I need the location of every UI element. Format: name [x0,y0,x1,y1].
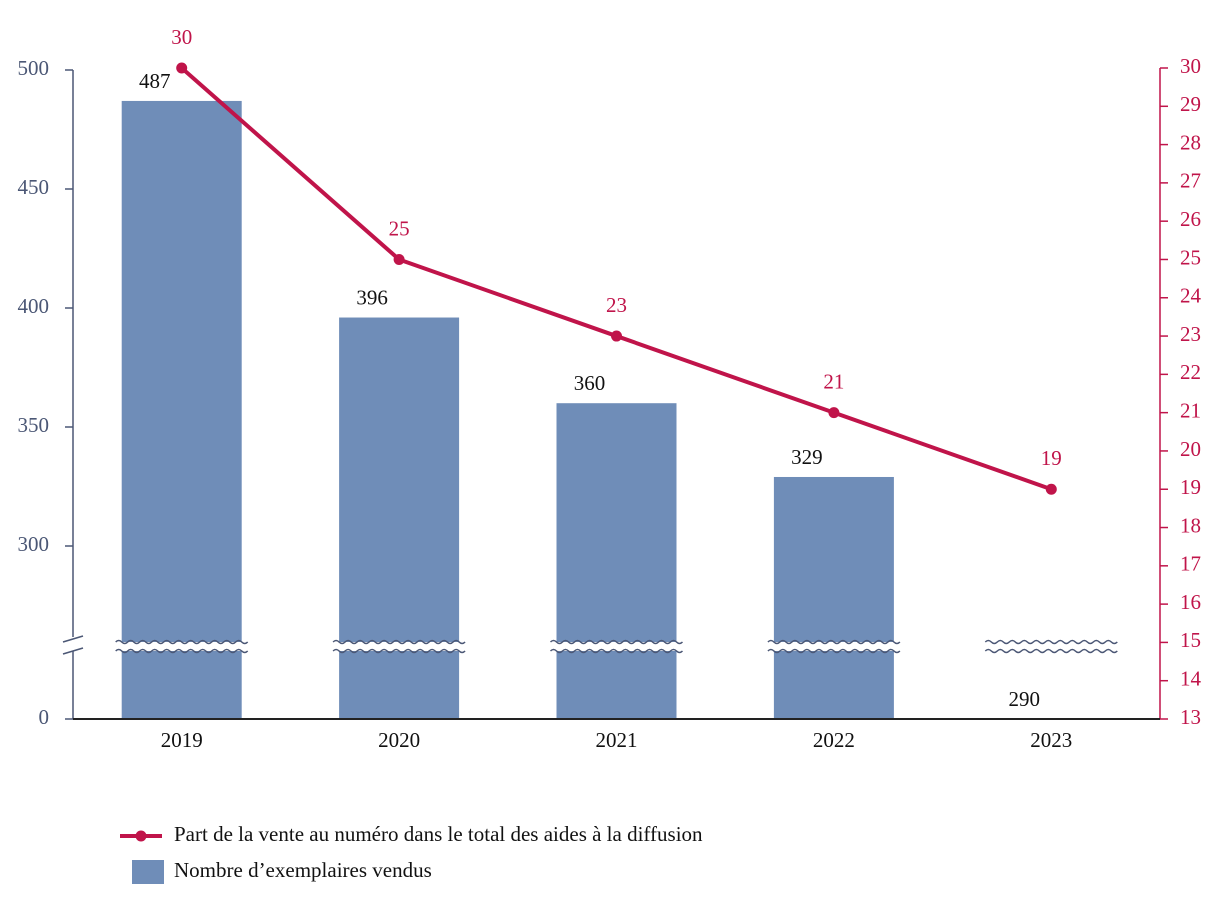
axis-break-mark [62,635,84,643]
axis-break-mark [332,639,466,645]
y2-tick-label: 13 [1180,705,1201,729]
axis-break-gap [115,642,248,651]
y2-tick-label: 24 [1180,284,1202,308]
y2-tick-label: 29 [1180,92,1201,116]
bar [773,476,894,719]
line-value-label: 21 [823,369,844,393]
y2-tick-label: 23 [1180,322,1201,346]
line-point [611,330,622,342]
y2-tick-label: 25 [1180,245,1201,269]
y-tick-label: 300 [18,532,50,556]
axis-break-gap [550,642,683,651]
legend-label: Nombre d’exemplaires vendus [174,858,432,882]
axis-break-gap [333,642,466,651]
line-value-label: 19 [1041,446,1062,470]
y2-tick-label: 28 [1180,130,1201,154]
line-point [828,407,840,419]
y2-tick-label: 20 [1180,437,1201,461]
x-tick-label: 2020 [378,728,420,752]
legend-marker [135,830,147,842]
y-tick-label: 500 [18,56,50,80]
axis-break-mark [332,648,466,654]
bar [556,403,677,719]
y-tick-label: 450 [18,175,50,199]
line-value-label: 25 [389,216,410,240]
x-tick-label: 2022 [813,728,855,752]
y2-tick-label: 14 [1180,667,1202,691]
axis-break-mark [115,639,249,645]
bar [121,100,242,719]
y2-tick-label: 21 [1180,398,1201,422]
axis-break-mark [767,648,901,654]
axis-break-mark [984,648,1118,654]
y2-tick-label: 22 [1180,360,1201,384]
y2-tick-label: 17 [1180,552,1201,576]
x-tick-label: 2023 [1030,728,1072,752]
line-value-label: 23 [606,293,627,317]
line-point [176,62,188,74]
y2-tick-label: 19 [1180,475,1201,499]
y2-tick-label: 26 [1180,207,1201,231]
line-value-label: 30 [171,25,192,49]
legend-swatch [132,860,164,884]
y2-tick-label: 27 [1180,169,1201,193]
x-tick-label: 2019 [161,728,203,752]
y2-tick-label: 15 [1180,628,1201,652]
x-tick-label: 2021 [596,728,638,752]
y-tick-label: 400 [18,294,50,318]
bar-value-label: 396 [356,285,388,309]
legend-label: Part de la vente au numéro dans le total… [174,822,703,846]
line-point [393,253,405,265]
y2-tick-label: 18 [1180,513,1201,537]
bar-value-label: 487 [139,69,171,93]
bar-value-label: 360 [574,371,606,395]
bar-value-label: 329 [791,445,823,469]
axis-break-mark [984,639,1118,645]
axis-break-mark [549,639,684,645]
axis-break-mark [115,648,249,654]
y-tick-label: 350 [18,413,50,437]
bar [339,317,460,719]
axis-break-gap [767,642,900,651]
axis-break-gap [985,642,1118,651]
y2-tick-label: 16 [1180,590,1201,614]
y2-tick-label: 30 [1180,54,1201,78]
axis-break-mark [62,647,84,655]
axis-break-mark [549,648,684,654]
axis-break-mark [767,639,901,645]
y-tick-label: 0 [39,705,50,729]
bar-value-label: 290 [1009,687,1041,711]
line-point [1045,483,1057,495]
